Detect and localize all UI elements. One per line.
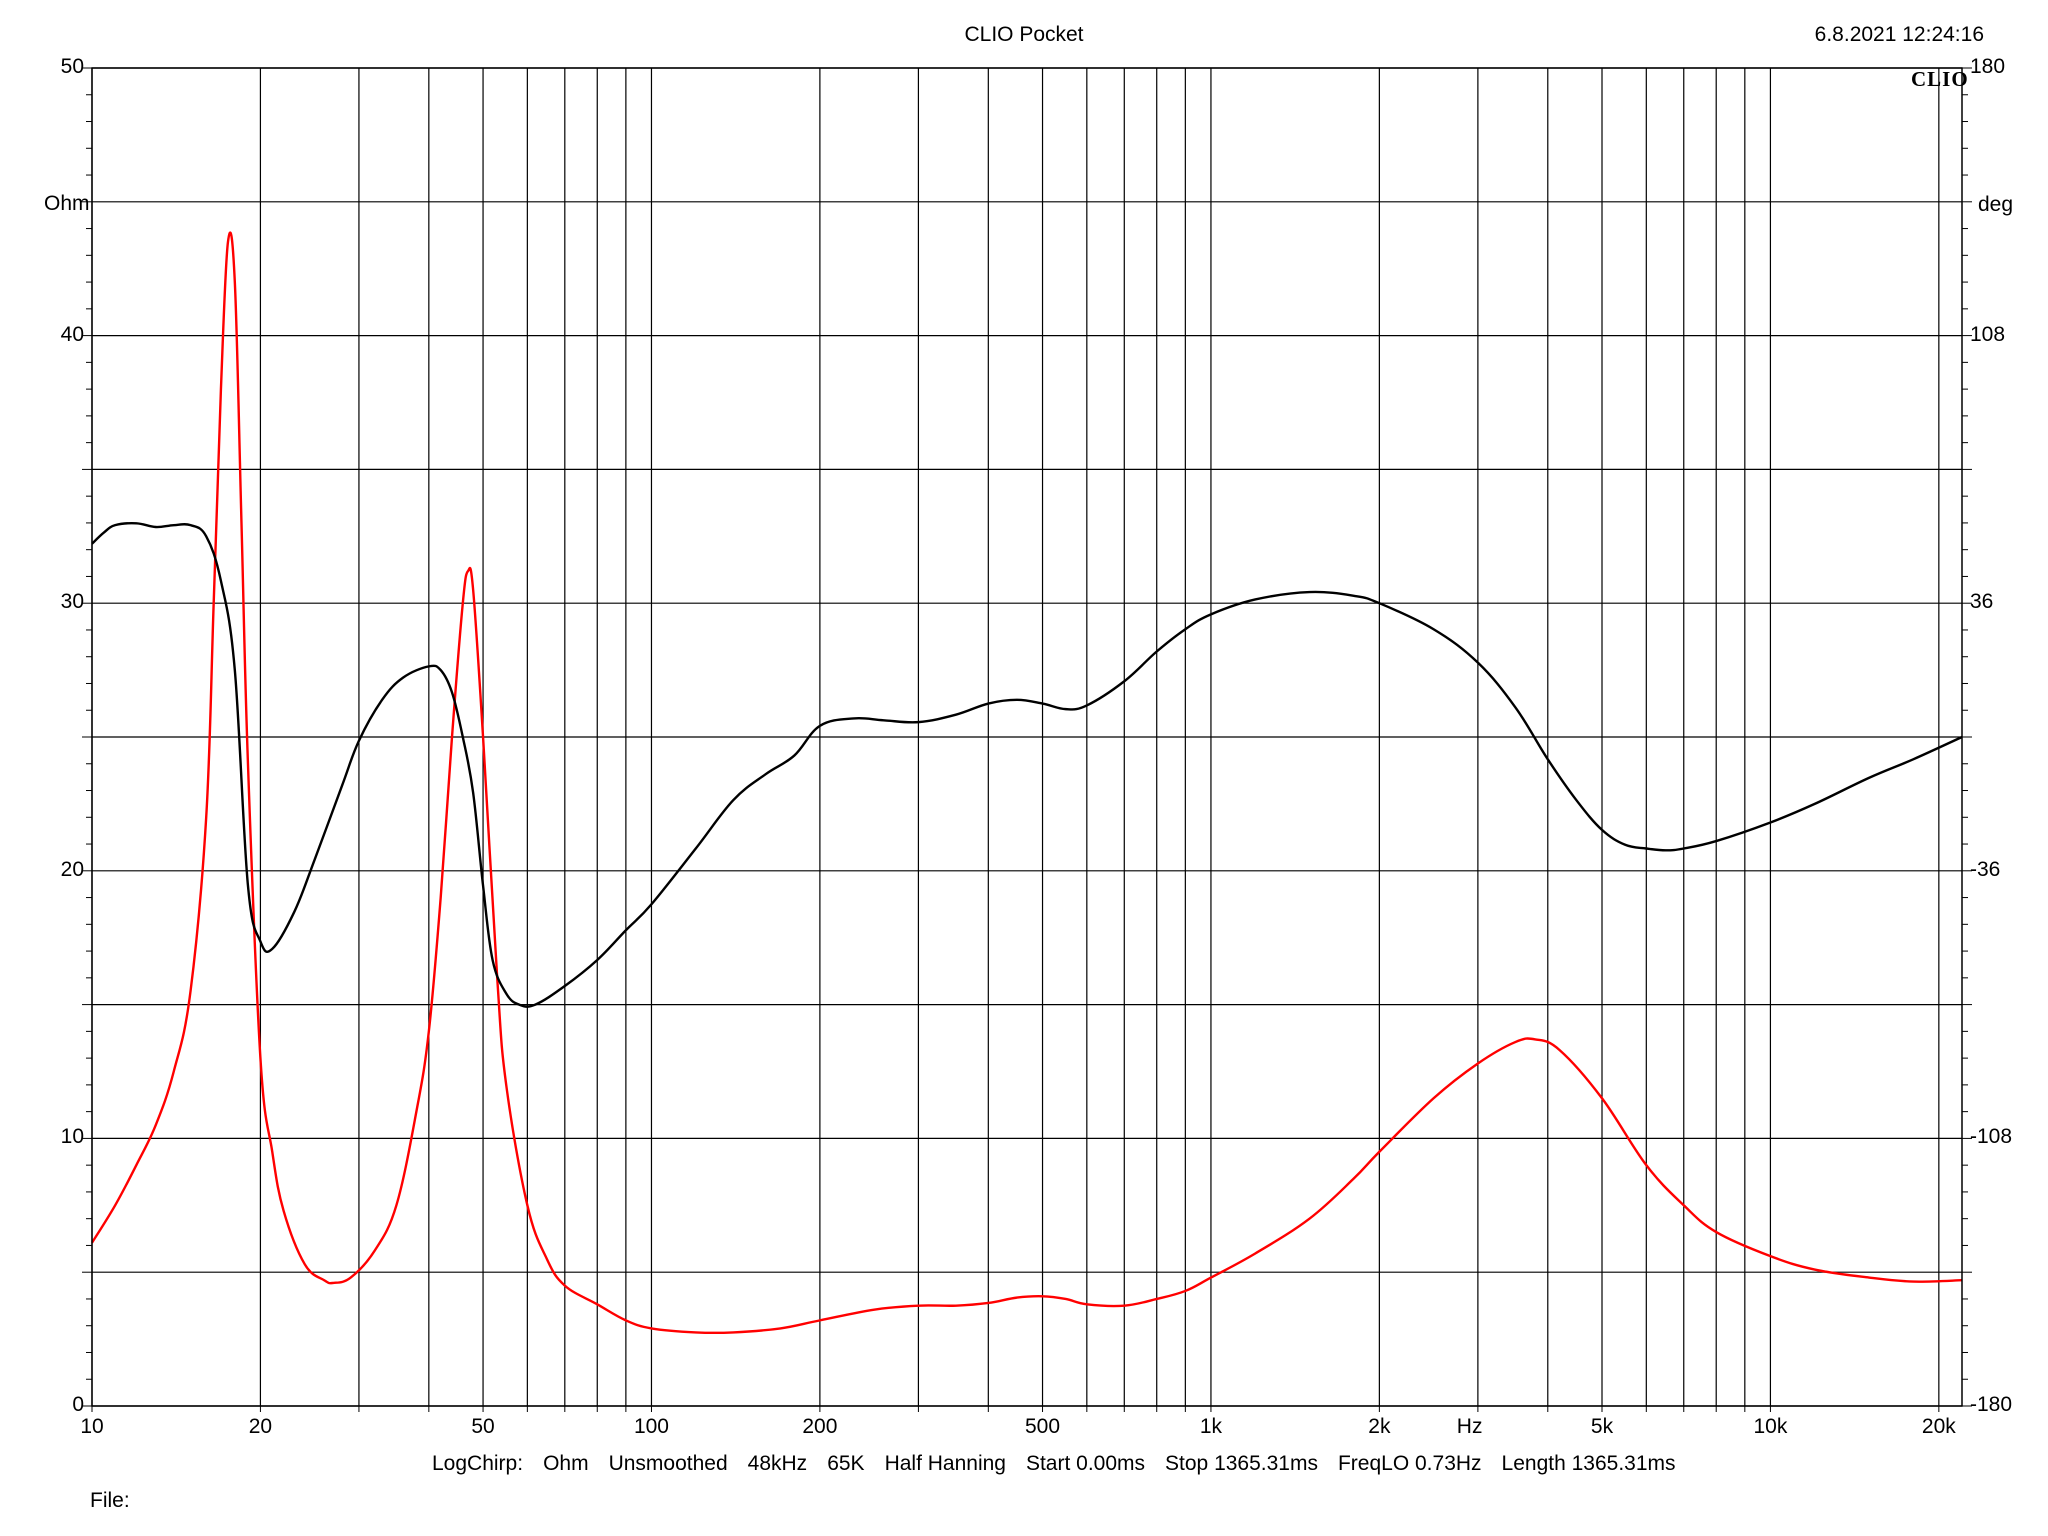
impedance-curve xyxy=(90,231,1963,1335)
x-tick-label: 5k xyxy=(1590,1415,1614,1438)
x-tick-label: 100 xyxy=(633,1415,669,1438)
series-layer xyxy=(90,231,1963,1335)
info-item: LogChirp: xyxy=(432,1452,524,1475)
y-right-tick-label: 180 xyxy=(1970,55,2006,78)
x-tick-label: 1k xyxy=(1199,1415,1223,1438)
y-right-tick-label: -108 xyxy=(1970,1125,2013,1149)
datetime-label: 6.8.2021 12:24:16 xyxy=(1814,23,1984,46)
y-right-tick-label: 36 xyxy=(1970,590,1994,614)
info-item: 65K xyxy=(827,1452,865,1475)
y-left-tick-label: 30 xyxy=(60,590,84,614)
y-left-tick-label: 40 xyxy=(60,322,84,346)
x-tick-label: 200 xyxy=(802,1415,838,1438)
y-left-axis-label: Ohm xyxy=(44,192,90,215)
x-tick-label: 20k xyxy=(1921,1415,1956,1438)
file-label: File: xyxy=(90,1489,130,1512)
chart-title: CLIO Pocket xyxy=(964,23,1084,46)
y-right-tick-label: 108 xyxy=(1970,322,2006,346)
y-right-tick-label: -36 xyxy=(1970,857,2001,881)
info-item: Length 1365.31ms xyxy=(1501,1452,1676,1475)
x-tick-label: 20 xyxy=(248,1415,273,1438)
y-right-tick-label: -180 xyxy=(1970,1393,2013,1416)
info-item: Stop 1365.31ms xyxy=(1165,1452,1318,1475)
info-item: Half Hanning xyxy=(884,1452,1006,1475)
x-axis-label: Hz xyxy=(1456,1415,1483,1438)
info-item: Start 0.00ms xyxy=(1025,1452,1146,1475)
x-tick-label: 2k xyxy=(1368,1415,1391,1438)
y-right-axis-label: deg xyxy=(1978,193,2014,216)
x-tick-label: 50 xyxy=(471,1415,495,1438)
info-item: Unsmoothed xyxy=(608,1452,728,1475)
info-item: FreqLO 0.73Hz xyxy=(1337,1452,1482,1475)
info-item: Ohm xyxy=(543,1452,589,1475)
info-item: 48kHz xyxy=(747,1452,808,1475)
y-left-tick-label: 20 xyxy=(60,857,84,881)
x-tick-label: 500 xyxy=(1024,1415,1061,1438)
y-left-tick-label: 0 xyxy=(72,1393,84,1416)
clio-logo: CLIO xyxy=(1911,67,1969,91)
x-tick-label: 10 xyxy=(80,1415,104,1438)
y-left-tick-label: 10 xyxy=(60,1125,84,1149)
y-left-tick-label: 50 xyxy=(60,55,84,78)
axis-ticks xyxy=(82,67,1972,1412)
x-tick-label: 10k xyxy=(1753,1415,1788,1438)
measurement-info-line: LogChirp: Ohm Unsmoothed 48kHz 65K Half Hanni… xyxy=(432,1452,1696,1476)
phase-curve xyxy=(91,522,1963,1008)
